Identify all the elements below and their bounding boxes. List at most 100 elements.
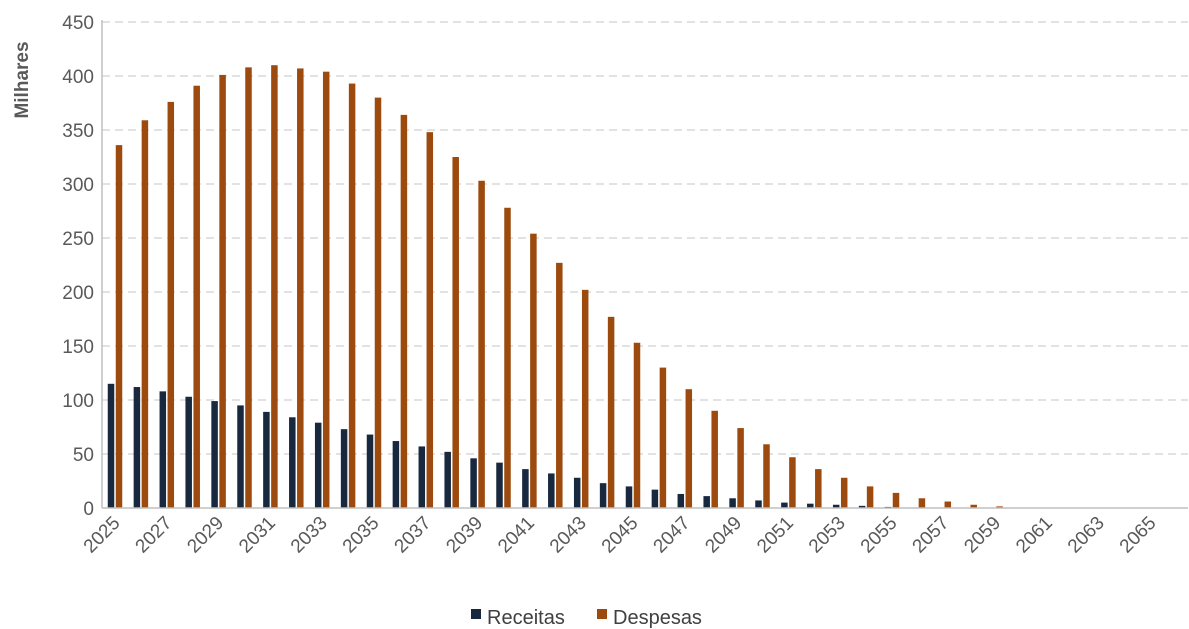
- bar-despesas-2029: [219, 74, 226, 509]
- bar-receitas-2053: [832, 504, 840, 508]
- bar-receitas-2028: [185, 396, 192, 508]
- bar-despesas-2032: [297, 68, 304, 508]
- bar-receitas-2047: [677, 493, 685, 508]
- legend-label-receitas: Receitas: [487, 607, 565, 629]
- bar-despesas-2028: [193, 85, 200, 508]
- bar-despesas-2053: [840, 477, 848, 508]
- x-tick-label: 2037: [391, 513, 436, 558]
- bar-receitas-2037: [418, 446, 426, 508]
- bar-receitas-2031: [263, 411, 270, 508]
- gridlines: [102, 21, 1188, 455]
- bar-despesas-2030: [245, 67, 252, 509]
- bar-receitas-2026: [133, 387, 141, 508]
- bar-despesas-2044: [607, 316, 615, 508]
- bar-despesas-2038: [452, 157, 459, 508]
- y-axis-label: Milhares: [12, 41, 33, 118]
- x-tick-label: 2033: [287, 513, 332, 558]
- bar-receitas-2030: [237, 405, 244, 508]
- x-tick-label: 2065: [1116, 513, 1161, 558]
- bar-receitas-2029: [211, 401, 218, 508]
- bar-receitas-2048: [703, 496, 710, 508]
- bar-despesas-2056: [918, 498, 926, 508]
- y-tick-label: 150: [62, 337, 94, 358]
- bar-despesas-2052: [815, 469, 822, 508]
- x-tick-label: 2057: [909, 513, 954, 558]
- y-tick-label: 400: [62, 67, 94, 88]
- y-tick-label: 200: [62, 283, 94, 304]
- bar-despesas-2058: [970, 504, 977, 508]
- bar-receitas-2041: [522, 469, 529, 508]
- bar-receitas-2032: [289, 417, 296, 508]
- x-tick-label: 2043: [546, 513, 591, 558]
- bar-despesas-2027: [167, 101, 175, 509]
- bar-despesas-2037: [426, 132, 434, 508]
- bar-receitas-2044: [599, 483, 607, 508]
- bar-receitas-2046: [651, 489, 659, 508]
- bar-despesas-2057: [944, 501, 952, 508]
- bar-receitas-2040: [496, 462, 503, 508]
- bar-receitas-2049: [729, 498, 736, 508]
- x-tick-label: 2051: [753, 513, 798, 558]
- bar-despesas-2039: [478, 180, 485, 508]
- bar-despesas-2035: [374, 97, 382, 508]
- bar-receitas-2039: [470, 458, 477, 508]
- bar-despesas-2041: [530, 233, 537, 508]
- x-tick-label: 2053: [805, 513, 850, 558]
- bars: [107, 65, 1003, 509]
- x-tick-label: 2049: [701, 513, 746, 558]
- x-tick-label: 2061: [1012, 513, 1057, 558]
- bar-receitas-2035: [366, 434, 374, 508]
- bar-receitas-2054: [858, 505, 866, 508]
- y-tick-label: 100: [62, 391, 94, 412]
- bar-despesas-2042: [556, 262, 563, 508]
- legend-swatch-despesas: [597, 609, 607, 619]
- bar-despesas-2045: [633, 342, 641, 508]
- bar-despesas-2043: [581, 289, 589, 508]
- bar-receitas-2052: [807, 503, 814, 508]
- bar-despesas-2031: [271, 65, 278, 508]
- bar-despesas-2051: [789, 457, 796, 508]
- bar-receitas-2051: [781, 502, 788, 508]
- axes: [101, 20, 1188, 509]
- y-tick-label: 450: [62, 13, 94, 34]
- x-tick-label: 2027: [132, 513, 177, 558]
- y-axis-ticks: 0 50 100 150 200 250 300 350 400 450: [62, 13, 94, 520]
- bar-despesas-2046: [659, 367, 667, 508]
- x-tick-label: 2047: [650, 513, 695, 558]
- x-tick-label: 2035: [339, 513, 384, 558]
- bar-despesas-2055: [892, 492, 900, 508]
- bar-despesas-2049: [737, 428, 744, 508]
- bar-despesas-2026: [141, 120, 149, 508]
- x-tick-label: 2039: [442, 513, 487, 558]
- y-tick-label: 350: [62, 121, 94, 142]
- x-tick-label: 2063: [1064, 513, 1109, 558]
- bar-despesas-2047: [685, 389, 693, 508]
- x-axis-ticks: 2025 2027 2029 2031 2033 2035 2037 2039 2041 2043…: [80, 513, 1161, 558]
- y-tick-label: 250: [62, 229, 94, 250]
- y-tick-label: 0: [83, 499, 94, 520]
- y-tick-label: 300: [62, 175, 94, 196]
- bar-despesas-2048: [711, 410, 718, 508]
- bar-receitas-2034: [340, 429, 348, 508]
- bar-despesas-2040: [504, 207, 511, 508]
- legend-label-despesas: Despesas: [613, 607, 702, 629]
- bar-despesas-2054: [866, 486, 874, 508]
- x-tick-label: 2029: [183, 513, 228, 558]
- x-tick-label: 2031: [235, 513, 280, 558]
- bar-receitas-2045: [625, 486, 633, 508]
- bar-receitas-2043: [573, 477, 581, 508]
- x-tick-label: 2045: [598, 513, 643, 558]
- bar-receitas-2033: [314, 422, 322, 508]
- bar-receitas-2036: [392, 441, 400, 508]
- x-tick-label: 2041: [494, 513, 539, 558]
- bar-despesas-2033: [322, 71, 330, 509]
- bar-receitas-2042: [548, 473, 555, 508]
- bar-despesas-2050: [763, 444, 770, 508]
- bar-receitas-2025: [107, 383, 115, 508]
- x-tick-label: 2055: [857, 513, 902, 558]
- bar-receitas-2038: [444, 451, 451, 508]
- bar-despesas-2034: [348, 83, 356, 508]
- legend: Receitas Despesas: [471, 607, 702, 629]
- x-tick-label: 2059: [960, 513, 1005, 558]
